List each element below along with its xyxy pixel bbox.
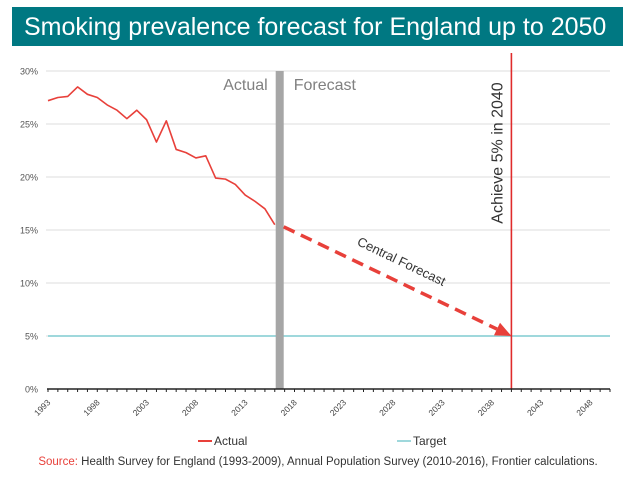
source-label: Source:: [38, 456, 78, 468]
x-tick-label: 2033: [426, 397, 447, 418]
y-tick-label: 5%: [25, 332, 38, 342]
annotation-labels: Actual Forecast: [223, 77, 356, 94]
y-tick-label: 20%: [20, 173, 38, 183]
x-tick-label: 2043: [525, 397, 546, 418]
x-tick-label: 2023: [328, 397, 349, 418]
forecast-region-label: Forecast: [294, 77, 357, 94]
milestone-layer: Achieve 5% in 2040: [489, 53, 513, 389]
chart-title: Smoking prevalence forecast for England …: [24, 13, 607, 41]
source-note: Source: Health Survey for England (1993-…: [0, 456, 636, 468]
x-tick-label: 2003: [131, 397, 152, 418]
legend-item-actual: Actual: [198, 434, 247, 448]
gridlines: [46, 70, 610, 337]
title-bar: Smoking prevalence forecast for England …: [12, 7, 623, 46]
legend-swatch-actual: [198, 440, 212, 442]
y-tick-label: 10%: [20, 279, 38, 289]
x-tick-label: 1998: [81, 397, 102, 418]
legend-item-target: Target: [397, 434, 446, 448]
y-axis-ticks: 0% 5% 10% 15% 20% 25% 30%: [20, 67, 38, 395]
y-tick-label: 15%: [20, 226, 38, 236]
legend-label-target: Target: [413, 434, 447, 448]
forecast-label: Central Forecast: [355, 234, 448, 289]
actual-forecast-divider: [275, 71, 284, 389]
x-axis: 1993 1998 2003 2008 2013 2018 2023 2028 2033 2038…: [32, 388, 611, 418]
forecast-arrow-line: [282, 225, 498, 331]
forecast-layer: Central Forecast: [282, 225, 512, 336]
x-tick-label: 2008: [180, 397, 201, 418]
x-tick-label: 1993: [32, 397, 53, 418]
divider-layer: [275, 71, 284, 389]
legend-swatch-target: [397, 440, 411, 442]
x-tick-label: 2048: [574, 397, 595, 418]
forecast-arrowhead: [493, 322, 512, 336]
source-text: Health Survey for England (1993-2009), A…: [77, 456, 598, 468]
series-layer: [47, 86, 276, 226]
actual-line: [47, 86, 276, 226]
x-tick-label: 2038: [476, 397, 497, 418]
legend-label-actual: Actual: [214, 434, 248, 448]
y-tick-label: 25%: [20, 120, 38, 130]
y-tick-label: 0%: [25, 385, 38, 395]
milestone-label: Achieve 5% in 2040: [489, 82, 506, 224]
x-tick-label: 2013: [229, 397, 250, 418]
x-tick-label: 2018: [278, 397, 299, 418]
x-tick-label: 2028: [377, 397, 398, 418]
y-tick-label: 30%: [20, 67, 38, 77]
actual-region-label: Actual: [223, 77, 267, 94]
